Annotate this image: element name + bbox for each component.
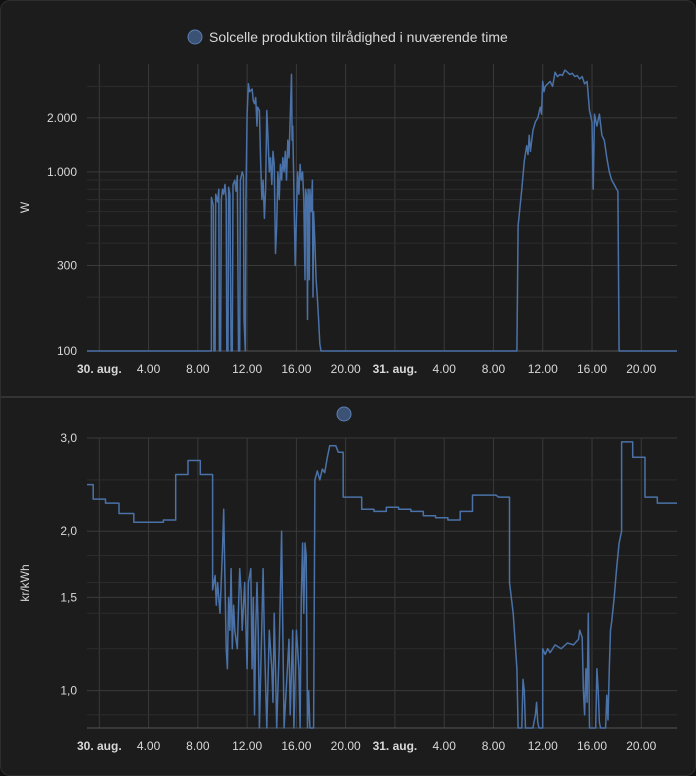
top-chart-x-tick-label: 16.00 (281, 362, 311, 376)
bottom-chart-x-tick-label: 4.00 (433, 739, 457, 753)
top-chart-y-tick-label: 2.000 (47, 111, 77, 125)
bottom-chart-x-tick-label: 8.00 (186, 739, 210, 753)
top-chart-x-tick-label: 8.00 (482, 362, 506, 376)
bottom-chart-x-tick-label: 4.00 (137, 739, 161, 753)
bottom-chart-x-tick-label: 31. aug. (373, 739, 418, 753)
top-chart-x-tick-label: 8.00 (186, 362, 210, 376)
top-legend[interactable]: Solcelle produktion tilrådighed i nuvære… (187, 29, 508, 45)
bottom-chart-x-tick-label: 16.00 (281, 739, 311, 753)
bottom-chart-y-tick-label: 3,0 (60, 431, 77, 445)
bottom-chart-x-tick-label: 20.00 (331, 739, 361, 753)
bottom-chart-series-line[interactable] (87, 441, 677, 729)
bottom-chart-x-tick-label: 12.00 (528, 739, 558, 753)
bottom-chart-y-tick-label: 1,5 (60, 590, 77, 604)
top-legend-marker-icon[interactable] (187, 29, 203, 45)
bottom-legend[interactable] (336, 406, 352, 422)
bottom-chart-y-tick-label: 1,0 (60, 684, 77, 698)
top-chart-series-line[interactable] (87, 69, 677, 352)
top-chart-x-tick-label: 12.00 (528, 362, 558, 376)
bottom-chart-x-tick-label: 30. aug. (77, 739, 122, 753)
top-chart-y-tick-label: 100 (57, 344, 77, 358)
bottom-chart-y-tick-label: 2,0 (60, 524, 77, 538)
bottom-chart-x-tick-label: 12.00 (232, 739, 262, 753)
top-chart-y-axis-label: W (18, 201, 32, 213)
top-chart-x-tick-label: 31. aug. (373, 362, 418, 376)
top-legend-label[interactable]: Solcelle produktion tilrådighed i nuvære… (209, 29, 508, 45)
bottom-chart-x-tick-label: 8.00 (482, 739, 506, 753)
top-chart-x-tick-label: 16.00 (577, 362, 607, 376)
bottom-chart-y-axis-label: kr/kWh (18, 564, 32, 601)
top-chart-x-tick-label: 30. aug. (77, 362, 122, 376)
top-chart-y-tick-label: 1.000 (47, 165, 77, 179)
top-chart-x-tick-label: 4.00 (137, 362, 161, 376)
top-panel: 30. aug. 4.00 8.00 12.00 16.00 20.00 31. aug. 4… (18, 64, 677, 376)
top-chart-x-tick-label: 12.00 (232, 362, 262, 376)
top-chart-x-tick-label: 20.00 (331, 362, 361, 376)
bottom-panel: 30. aug. 4.00 8.00 12.00 16.00 20.00 31. aug. 4… (18, 431, 677, 753)
top-chart-x-tick-label: 20.00 (626, 362, 656, 376)
top-chart-x-tick-label: 4.00 (433, 362, 457, 376)
bottom-chart-x-tick-label: 20.00 (626, 739, 656, 753)
bottom-legend-marker-icon[interactable] (336, 406, 352, 422)
bottom-chart-x-tick-label: 16.00 (577, 739, 607, 753)
top-chart-y-tick-label: 300 (57, 259, 77, 273)
